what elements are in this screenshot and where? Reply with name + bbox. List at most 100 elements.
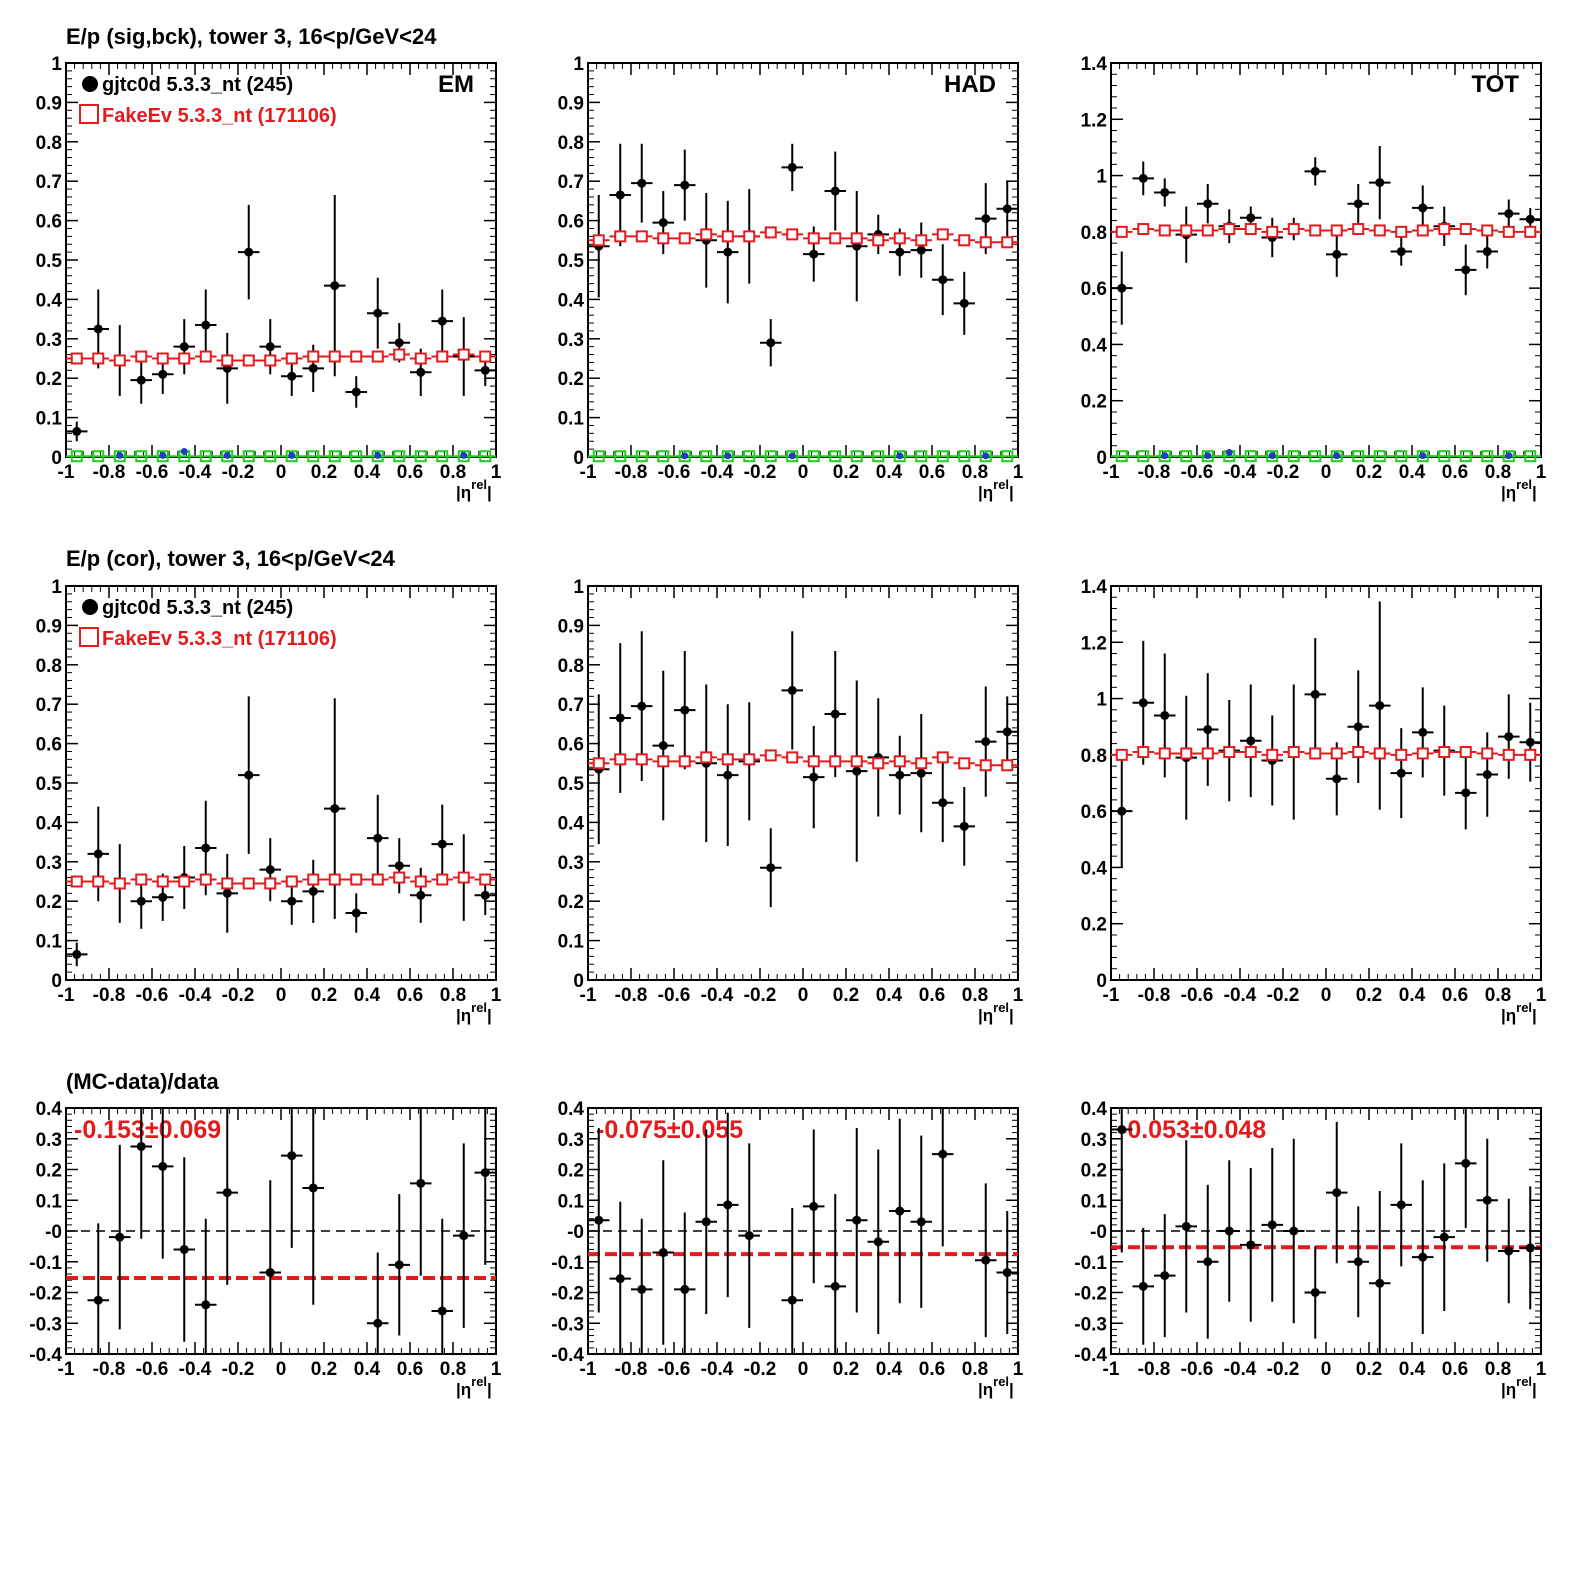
bck-point: [786, 450, 799, 463]
data-point: [158, 1161, 168, 1171]
data-point: [222, 888, 232, 898]
y-tick-label: 0.7: [36, 172, 62, 193]
data-point: [615, 1274, 625, 1284]
data-point: [1375, 1278, 1385, 1288]
data-point: [158, 369, 168, 379]
mc-point: [657, 232, 670, 245]
data-point: [1396, 768, 1406, 778]
x-tick-label: -0.4: [701, 985, 734, 1006]
data-point: [1160, 710, 1170, 720]
x-tick-label: -1: [1103, 1359, 1120, 1380]
x-axis-title-sup: rel: [1516, 477, 1532, 492]
y-tick-label: 0.6: [1081, 802, 1107, 823]
bck-point: [307, 450, 320, 463]
y-tick-label: 0.4: [558, 813, 585, 834]
data-point: [158, 892, 168, 902]
x-tick-label: 0.6: [919, 1359, 945, 1380]
x-tick-label: 0: [1321, 985, 1332, 1006]
data-point: [637, 1284, 647, 1294]
x-tick-label: -0.4: [1224, 985, 1257, 1006]
data-point: [265, 342, 275, 352]
x-tick-label: 0.8: [962, 1359, 988, 1380]
data-point: [701, 1217, 711, 1227]
sig-point: [1333, 452, 1341, 460]
panel-r2c1: -1 -0.8 -0.6 -0.4 -0.2 0 0.2 0.4 0.6 0.8 1 0 0.1 0.2 0…: [36, 577, 502, 1025]
x-tick-label: -1: [580, 1359, 597, 1380]
mc-point: [614, 753, 627, 766]
y-tick-label: 1.2: [1081, 110, 1107, 131]
data-point: [373, 308, 383, 318]
x-axis-title-eta: |η: [1501, 483, 1516, 502]
x-axis-title-bar: |: [1532, 483, 1537, 502]
data-point: [723, 247, 733, 257]
y-tick-label: 0.4: [1081, 1099, 1108, 1120]
panel-r3c3: -1 -0.8 -0.6 -0.4 -0.2 0 0.2 0.4 0.6 0.8 1 -0.4 -0.3…: [1074, 1099, 1546, 1399]
y-tick-label: 0.9: [36, 93, 62, 114]
mc-point: [850, 232, 863, 245]
x-tick-label: -0.8: [93, 1359, 126, 1380]
y-tick-label: -0.1: [29, 1253, 62, 1274]
data-point: [1203, 1257, 1213, 1267]
data-point: [959, 821, 969, 831]
mc-point: [307, 350, 320, 363]
data-point: [265, 1268, 275, 1278]
data-point: [766, 863, 776, 873]
x-tick-label: 0.4: [1399, 1359, 1426, 1380]
data-point: [1267, 1220, 1277, 1230]
bck-point: [264, 450, 277, 463]
mc-point: [1438, 223, 1451, 236]
x-tick-label: 0.8: [440, 1359, 466, 1380]
x-tick-label: -0.2: [744, 462, 777, 483]
mc-point: [1223, 746, 1236, 759]
x-tick-label: -0.6: [136, 985, 169, 1006]
mc-point: [721, 753, 734, 766]
x-tick-label: -0.6: [1181, 985, 1214, 1006]
mc-point: [1330, 224, 1343, 237]
data-point: [1396, 247, 1406, 257]
bck-point: [285, 450, 298, 463]
y-tick-label: 0.3: [1081, 1130, 1107, 1151]
data-point: [416, 1178, 426, 1188]
data-point: [1002, 1268, 1012, 1278]
y-tick-label: 0: [51, 971, 62, 992]
y-tick-label: 0.1: [36, 1191, 63, 1212]
data-point: [1525, 1243, 1535, 1253]
x-axis-title-eta: |η: [978, 1380, 993, 1399]
mc-point: [1137, 223, 1150, 236]
x-tick-label: -0.4: [1224, 1359, 1257, 1380]
x-axis-title: |ηrel|: [456, 1374, 492, 1399]
x-tick-label: 1: [1536, 1359, 1547, 1380]
x-tick-label: 0.8: [962, 985, 988, 1006]
x-axis-title-bar: |: [487, 483, 492, 502]
data-point: [394, 861, 404, 871]
sig-point: [180, 447, 188, 455]
mc-point: [1001, 236, 1014, 249]
sig-point: [1419, 452, 1427, 460]
data-point: [480, 365, 490, 375]
x-tick-label: 0.2: [311, 985, 337, 1006]
x-axis-title: |ηrel|: [978, 1000, 1014, 1025]
data-point: [787, 685, 797, 695]
data-point: [394, 338, 404, 348]
data-point: [637, 178, 647, 188]
data-point: [1332, 774, 1342, 784]
data-point: [1504, 1246, 1514, 1256]
mc-point: [1416, 747, 1429, 760]
data-point: [1525, 214, 1535, 224]
x-tick-label: 0.8: [1485, 985, 1511, 1006]
x-axis-title-sup: rel: [993, 477, 1009, 492]
y-tick-label: 0.2: [36, 369, 62, 390]
y-tick-label: 0: [573, 971, 584, 992]
bck-point: [1115, 450, 1128, 463]
x-tick-label: -1: [580, 462, 597, 483]
mc-point: [979, 759, 992, 772]
x-tick-label: -0.6: [1181, 1359, 1214, 1380]
y-tick-label: 0.4: [36, 290, 63, 311]
mc-point: [1459, 746, 1472, 759]
data-point: [373, 833, 383, 843]
panel-r3c2: -1 -0.8 -0.6 -0.4 -0.2 0 0.2 0.4 0.6 0.8 1 -0.4 -0.3…: [551, 1099, 1023, 1399]
mc-point: [850, 755, 863, 768]
bck-point: [1001, 450, 1014, 463]
mc-point: [199, 873, 212, 886]
mc-point: [635, 230, 648, 243]
